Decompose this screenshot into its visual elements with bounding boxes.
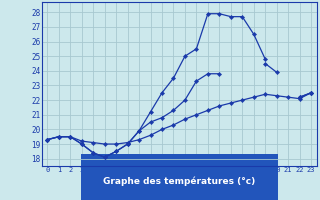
X-axis label: Graphe des températures (°c): Graphe des températures (°c): [103, 176, 255, 186]
